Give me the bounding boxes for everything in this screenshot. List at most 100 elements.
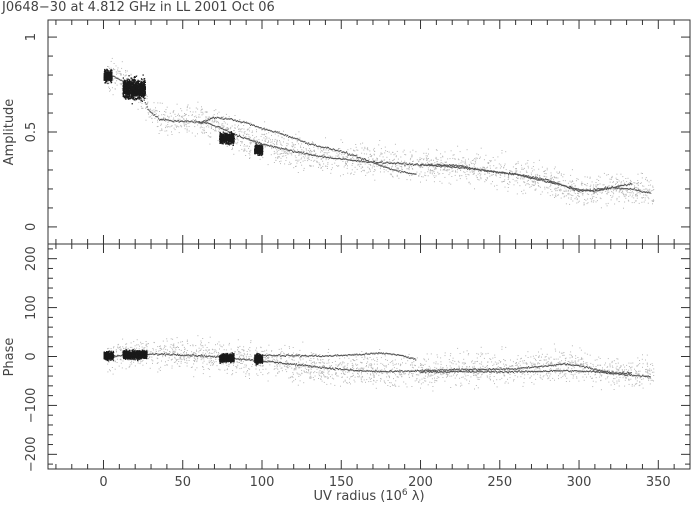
model-track-point	[554, 183, 556, 185]
scatter-point	[488, 162, 490, 164]
model-track-point	[528, 177, 531, 179]
scatter-point	[120, 73, 122, 75]
scatter-point	[440, 159, 442, 161]
model-track-point	[223, 129, 225, 131]
scatter-point	[459, 178, 461, 180]
cluster-point	[228, 144, 231, 146]
scatter-point	[419, 173, 421, 175]
scatter-point	[172, 119, 174, 121]
scatter-point	[571, 186, 573, 188]
model-track-point	[414, 173, 416, 175]
scatter-point	[296, 159, 298, 161]
scatter-point	[633, 202, 635, 204]
scatter-point	[615, 190, 617, 192]
scatter-point	[577, 201, 579, 203]
model-track-point	[501, 171, 503, 173]
scatter-point	[125, 78, 127, 80]
scatter-point	[396, 150, 398, 152]
model-track-point	[626, 184, 629, 186]
model-track-point	[458, 167, 460, 169]
model-track-point	[258, 127, 260, 129]
scatter-point	[492, 181, 493, 183]
scatter-point	[181, 126, 183, 128]
scatter-point	[487, 172, 489, 174]
scatter-point	[370, 165, 372, 166]
model-track-point	[604, 187, 606, 189]
model-track-point	[304, 140, 306, 143]
model-track-point	[644, 191, 646, 193]
model-track-point	[489, 170, 492, 172]
scatter-point	[474, 161, 476, 162]
model-track-point	[280, 133, 282, 135]
model-track-point	[278, 147, 280, 149]
scatter-point	[591, 196, 593, 198]
scatter-point	[593, 200, 595, 202]
cluster-point	[141, 85, 143, 87]
model-track-point	[620, 184, 622, 186]
cluster-point	[123, 84, 125, 86]
scatter-point	[441, 162, 443, 163]
scatter-point	[423, 158, 425, 160]
scatter-point	[425, 175, 427, 177]
scatter-point	[444, 166, 446, 168]
model-track-point	[367, 160, 370, 162]
model-track-point	[539, 177, 541, 179]
scatter-point	[648, 190, 650, 192]
scatter-point	[431, 170, 433, 172]
scatter-point	[246, 150, 248, 152]
cluster-point	[128, 86, 130, 88]
scatter-point	[489, 160, 491, 162]
scatter-point	[238, 131, 240, 133]
scatter-point	[586, 193, 588, 195]
scatter-point	[307, 160, 309, 162]
scatter-point	[168, 116, 170, 118]
model-track-point	[358, 160, 360, 162]
scatter-point	[220, 127, 222, 129]
model-track-point	[470, 167, 472, 169]
scatter-point	[373, 171, 375, 172]
model-track-point	[465, 166, 467, 168]
scatter-point	[584, 176, 586, 178]
model-track-point	[311, 143, 313, 145]
scatter-point	[439, 180, 441, 182]
model-track-point	[607, 188, 610, 190]
scatter-point	[111, 57, 113, 59]
model-track-point	[211, 117, 213, 119]
scatter-point	[247, 128, 249, 130]
scatter-point	[380, 166, 382, 168]
scatter-point	[445, 170, 447, 172]
scatter-point	[572, 190, 574, 191]
cluster-point	[128, 84, 131, 86]
model-track-point	[457, 166, 459, 169]
scatter-point	[432, 171, 434, 173]
model-track-point	[379, 161, 381, 163]
model-track-point	[498, 172, 500, 174]
scatter-point	[620, 192, 622, 194]
scatter-point	[619, 189, 621, 191]
scatter-point	[451, 176, 453, 177]
scatter-point	[361, 166, 363, 168]
scatter-point	[544, 173, 546, 174]
scatter-point	[174, 113, 176, 115]
scatter-point	[472, 163, 474, 165]
scatter-point	[165, 109, 167, 111]
scatter-point	[494, 159, 496, 161]
model-track-point	[601, 189, 603, 191]
model-track-point	[273, 146, 275, 149]
model-track-point	[486, 170, 488, 172]
model-track-point	[393, 169, 395, 171]
scatter-point	[589, 198, 591, 200]
model-track-point	[452, 166, 455, 168]
cluster-point	[130, 92, 132, 94]
scatter-point	[211, 123, 213, 125]
scatter-point	[612, 185, 614, 187]
cluster-point	[106, 71, 108, 73]
scatter-point	[167, 124, 169, 126]
model-track-point	[444, 164, 446, 166]
model-track-point	[314, 154, 316, 156]
model-track-point	[649, 192, 651, 194]
scatter-point	[628, 195, 630, 197]
scatter-point	[278, 156, 280, 158]
scatter-point	[146, 98, 148, 100]
scatter-point	[501, 181, 503, 183]
